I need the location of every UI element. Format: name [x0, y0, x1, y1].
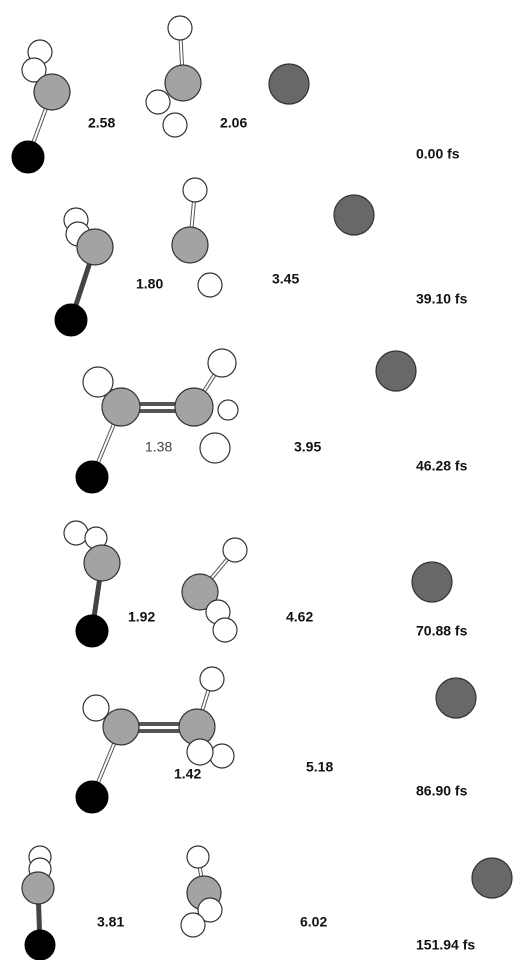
frame [64, 521, 452, 647]
time-label: 0.00 fs [416, 146, 460, 162]
distance-label: 3.81 [97, 914, 124, 930]
frame [76, 349, 416, 493]
time-label: 70.88 fs [416, 623, 468, 639]
distance-label: 1.92 [128, 609, 155, 625]
distance-label: 6.02 [300, 914, 327, 930]
time-label: 151.94 fs [416, 937, 475, 953]
distance-label: 3.95 [294, 439, 321, 455]
distance-label: 1.42 [174, 766, 201, 782]
frame [55, 178, 374, 336]
snapshot-figure: 2.58 2.06 0.00 fs 1.80 3.45 39.10 fs 1.3… [0, 0, 513, 960]
distance-label: 5.18 [306, 759, 333, 775]
time-label: 86.90 fs [416, 783, 468, 799]
frame [12, 16, 309, 173]
time-label: 39.10 fs [416, 291, 468, 307]
distance-label: 1.80 [136, 276, 163, 292]
distance-label: 3.45 [272, 271, 299, 287]
distance-label: 4.62 [286, 609, 313, 625]
distance-label: 1.38 [145, 439, 172, 455]
distance-label: 2.06 [220, 115, 247, 131]
distance-label: 2.58 [88, 115, 115, 131]
time-label: 46.28 fs [416, 458, 468, 474]
